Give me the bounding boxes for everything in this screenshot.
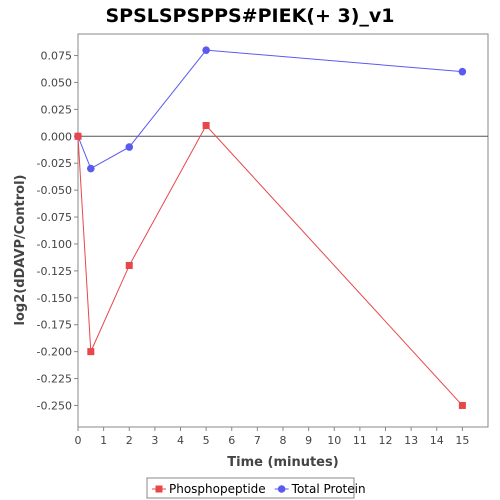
- legend-phosphopeptide-marker: [155, 485, 163, 493]
- x-tick-label: 3: [151, 434, 158, 447]
- plot-area: [77, 33, 489, 428]
- total-protein-point: [87, 164, 95, 173]
- x-tick-label: 0: [75, 434, 82, 447]
- x-axis-label: Time (minutes): [227, 455, 338, 470]
- phosphopeptide-point: [125, 261, 133, 269]
- plot-border: [77, 33, 489, 428]
- x-tick-label: 14: [430, 434, 444, 447]
- y-tick-label: 0.075: [41, 50, 73, 63]
- legend: Phosphopeptide Total Protein: [146, 477, 366, 499]
- y-tick-label: -0.225: [37, 373, 72, 386]
- x-tick-label: 11: [353, 434, 367, 447]
- total-protein-point: [458, 67, 467, 76]
- x-tick-label: 7: [254, 434, 261, 447]
- y-tick-label: 0.025: [41, 103, 73, 116]
- legend-total-protein-label: Total Protein: [291, 482, 366, 496]
- y-tick-label: -0.150: [37, 292, 72, 305]
- x-tick-label: 8: [280, 434, 287, 447]
- x-tick-label: 10: [327, 434, 341, 447]
- series-layer: [74, 46, 467, 409]
- y-tick-label: 0.050: [41, 76, 73, 89]
- chart-title: SPSLSPSPPS#PIEK(+ 3)_v1: [105, 5, 394, 27]
- x-tick-label: 5: [203, 434, 210, 447]
- x-tick-label: 2: [126, 434, 133, 447]
- total-protein-point: [202, 46, 210, 54]
- total-protein-point: [125, 143, 134, 151]
- y-tick-label: 0.000: [41, 130, 73, 143]
- y-tick-label: -0.100: [37, 238, 72, 251]
- x-tick-label: 9: [305, 434, 312, 447]
- legend-box: [146, 477, 355, 499]
- legend-total-protein-marker: [277, 485, 286, 493]
- phosphopeptide-point: [458, 401, 466, 409]
- x-axis: 0 1 2 3 4 5 6 7 8 9 10 11 12 13 14 15: [75, 427, 469, 447]
- phosphopeptide-point: [87, 348, 95, 356]
- legend-phosphopeptide-label: Phosphopeptide: [169, 482, 266, 496]
- x-tick-label: 4: [177, 434, 184, 447]
- y-tick-label: -0.175: [37, 319, 72, 332]
- y-tick-label: -0.075: [37, 211, 72, 224]
- x-tick-label: 1: [100, 434, 107, 447]
- y-axis: 0.075 0.050 0.025 0.000 -0.025 -0.050 -0.075 -0…: [37, 50, 78, 412]
- y-axis-label: log2(dDAVP/Control): [13, 175, 28, 326]
- x-tick-label: 12: [379, 434, 393, 447]
- x-tick-label: 15: [455, 434, 469, 447]
- x-tick-label: 6: [228, 434, 235, 447]
- x-tick-label: 13: [404, 434, 418, 447]
- y-tick-label: -0.050: [37, 184, 72, 197]
- phosphopeptide-point: [74, 132, 82, 140]
- y-tick-label: -0.250: [37, 399, 72, 412]
- y-tick-label: -0.025: [37, 157, 72, 170]
- y-tick-label: -0.125: [37, 265, 72, 278]
- y-tick-label: -0.200: [37, 346, 72, 359]
- phosphopeptide-point: [202, 122, 210, 130]
